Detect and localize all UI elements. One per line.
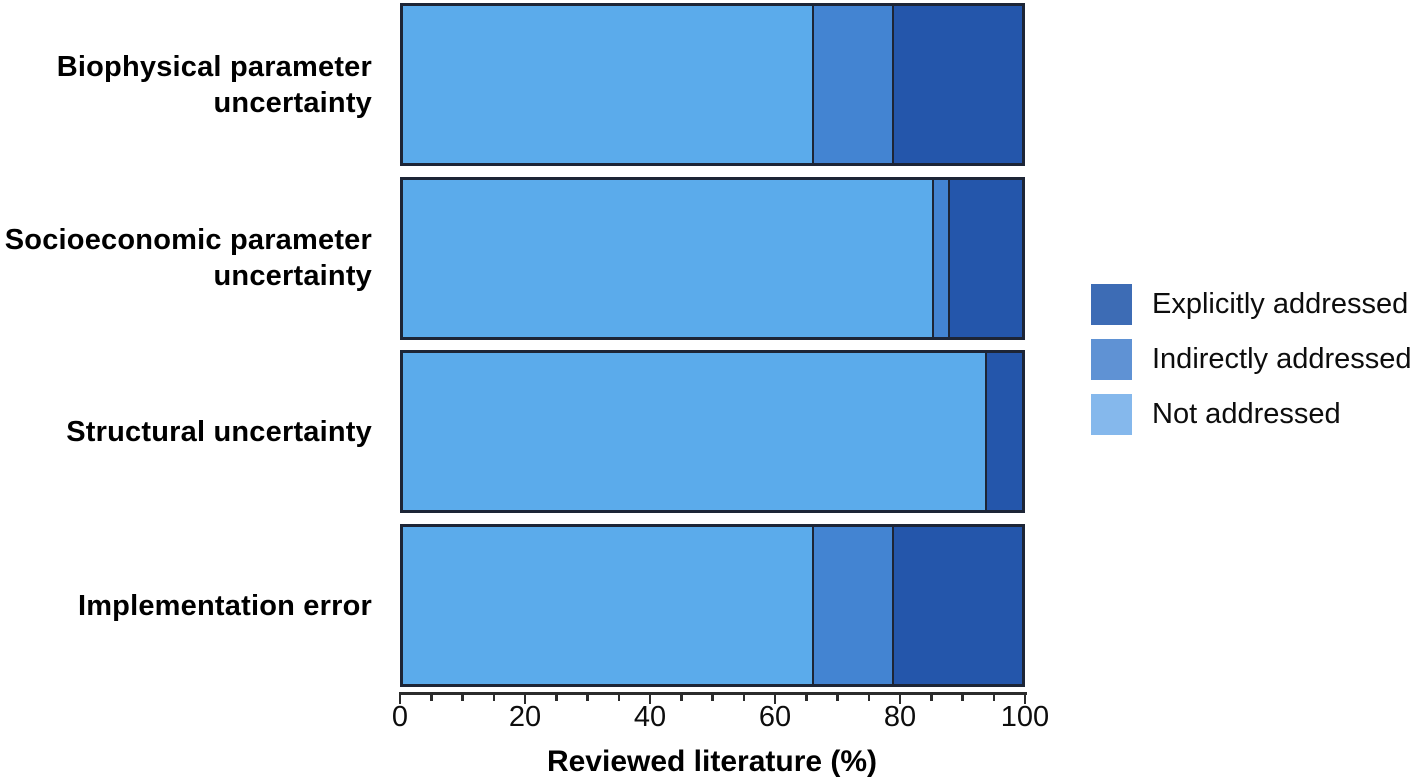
legend-item: Explicitly addressed <box>1091 284 1412 325</box>
category-label-line: Implementation error <box>77 589 372 622</box>
category-label: Socioeconomic parameter uncertainty <box>0 222 372 294</box>
bar-row <box>400 350 1025 514</box>
legend-label: Indirectly addressed <box>1152 343 1412 375</box>
x-axis-major-tick <box>773 695 777 704</box>
bar-segment-indirectly-addressed <box>811 6 892 163</box>
category-label: Biophysical parameter uncertainty <box>0 49 372 121</box>
x-axis-minor-tick <box>836 695 839 701</box>
legend-swatch-explicitly-addressed <box>1091 284 1132 325</box>
legend: Explicitly addressed Indirectly addressed… <box>1091 284 1412 449</box>
legend-item: Not addressed <box>1091 394 1412 435</box>
bar-segment-indirectly-addressed <box>932 179 948 337</box>
x-tick-label: 0 <box>391 701 409 733</box>
legend-label: Explicitly addressed <box>1152 288 1409 320</box>
bar-row <box>400 3 1025 166</box>
x-axis-minor-tick <box>555 695 558 701</box>
x-axis-minor-tick <box>961 695 964 701</box>
x-axis-major-tick <box>523 695 527 704</box>
bar-segment-explicitly-addressed <box>892 6 1022 163</box>
legend-swatch-indirectly-addressed <box>1091 339 1132 380</box>
x-axis-line <box>398 692 1027 695</box>
x-axis-minor-tick <box>586 695 589 701</box>
bar-segment-not-addressed <box>403 179 933 337</box>
category-label-line: Biophysical parameter <box>56 50 372 83</box>
x-tick-label: 100 <box>1000 701 1050 733</box>
bar-segment-explicitly-addressed <box>892 527 1022 684</box>
bar-row <box>400 176 1025 340</box>
x-axis-major-tick <box>1023 695 1027 704</box>
category-label-line: Structural uncertainty <box>66 415 372 448</box>
x-axis-minor-tick <box>742 695 745 701</box>
legend-swatch-not-addressed <box>1091 394 1132 435</box>
bar-segment-not-addressed <box>403 6 812 163</box>
x-axis-major-tick <box>898 695 902 704</box>
bar-segment-not-addressed <box>403 353 985 511</box>
bar-segment-explicitly-addressed <box>984 353 1022 511</box>
bar-segment-explicitly-addressed <box>947 179 1022 337</box>
x-axis-major-tick <box>398 695 402 704</box>
x-axis-minor-tick <box>430 695 433 701</box>
x-tick-label: 20 <box>508 701 542 733</box>
x-axis-minor-tick <box>805 695 808 701</box>
bar-segment-indirectly-addressed <box>811 527 892 684</box>
x-axis-minor-tick <box>867 695 870 701</box>
category-label-line: Socioeconomic parameter <box>4 224 372 257</box>
x-axis-title: Reviewed literature (%) <box>546 745 878 777</box>
category-label-line: uncertainty <box>213 86 372 119</box>
bar-row <box>400 524 1025 687</box>
category-label-line: uncertainty <box>213 260 372 293</box>
x-axis-major-tick <box>648 695 652 704</box>
category-label: Structural uncertainty <box>0 414 372 450</box>
x-axis-minor-tick <box>492 695 495 701</box>
legend-label: Not addressed <box>1152 398 1341 430</box>
x-tick-label: 80 <box>883 701 917 733</box>
category-label: Implementation error <box>0 588 372 624</box>
bar-segment-not-addressed <box>403 527 812 684</box>
x-axis-minor-tick <box>930 695 933 701</box>
x-axis-minor-tick <box>617 695 620 701</box>
x-tick-label: 60 <box>758 701 792 733</box>
x-tick-label: 40 <box>633 701 667 733</box>
x-axis-minor-tick <box>461 695 464 701</box>
x-axis-minor-tick <box>992 695 995 701</box>
x-axis-minor-tick <box>680 695 683 701</box>
legend-item: Indirectly addressed <box>1091 339 1412 380</box>
x-axis-minor-tick <box>711 695 714 701</box>
